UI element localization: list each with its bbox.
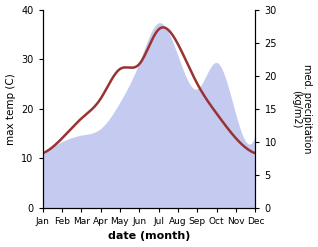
X-axis label: date (month): date (month) [108, 231, 190, 242]
Y-axis label: med. precipitation
(kg/m2): med. precipitation (kg/m2) [291, 64, 313, 153]
Y-axis label: max temp (C): max temp (C) [5, 73, 16, 144]
